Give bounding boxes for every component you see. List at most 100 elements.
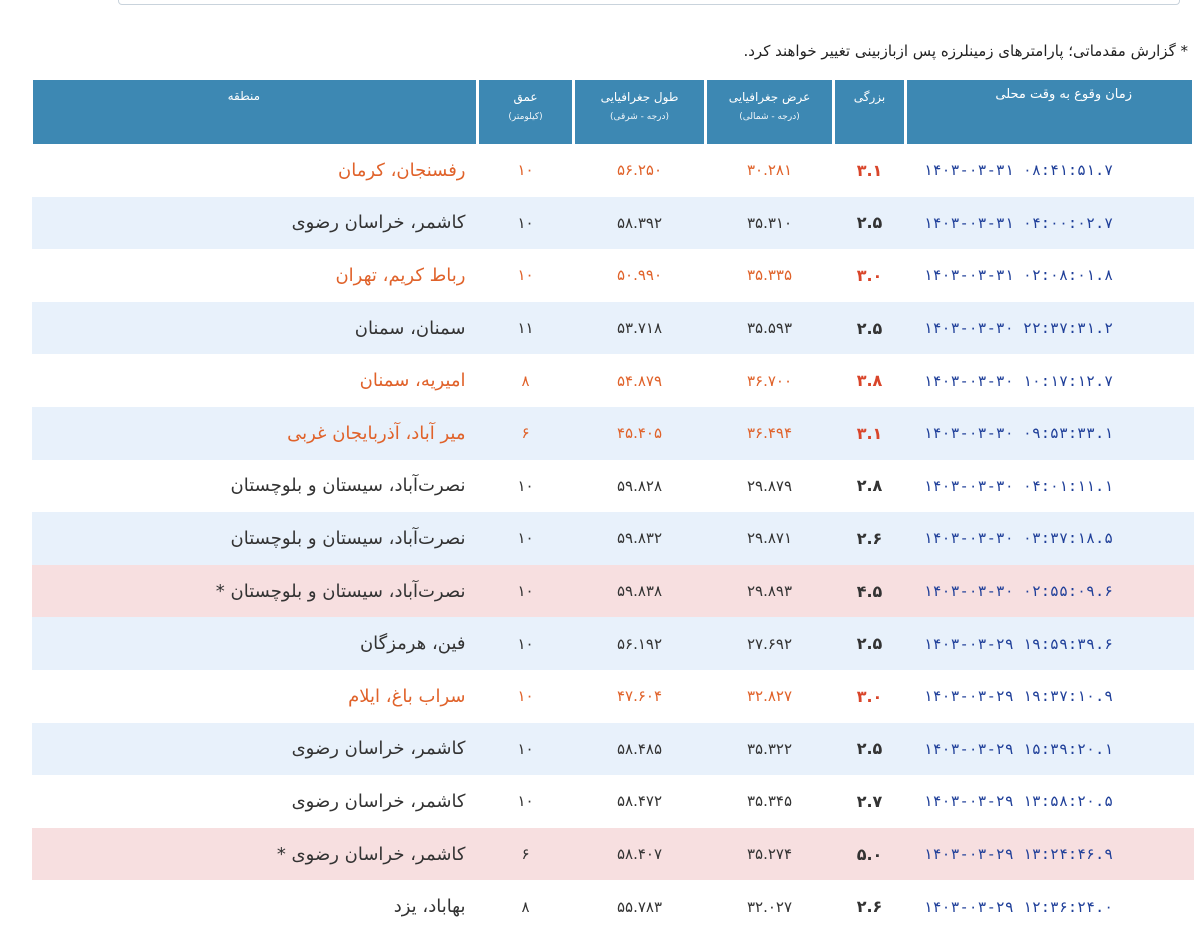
earthquake-table-container: زمان وقوع به وقت محلی بزرگی عرض جغرافیای…: [30, 80, 1195, 933]
cell-magnitude: ۲.۵: [833, 617, 906, 670]
cell-region: بهاباد، یزد: [31, 880, 478, 933]
cell-region: رباط کریم، تهران: [31, 249, 478, 302]
top-panel-edge: [118, 0, 1180, 5]
table-row[interactable]: ۱۴۰۳-۰۳-۳۰ ۰۳:۳۷:۱۸.۵ ۲.۶ ۲۹.۸۷۱ ۵۹.۸۳۲ ۱۰ نص…: [31, 512, 1194, 565]
cell-region: کاشمر، خراسان رضوی *: [31, 827, 478, 881]
cell-depth: ۱۰: [477, 722, 574, 776]
cell-depth: ۱۰: [477, 617, 574, 670]
header-magnitude[interactable]: بزرگی: [832, 80, 907, 144]
cell-depth: ۱۰: [477, 459, 574, 513]
cell-magnitude: ۲.۵: [833, 301, 906, 355]
cell-longitude: ۵۸.۴۷۲: [573, 775, 706, 828]
cell-latitude: ۳۰.۲۸۱: [705, 144, 834, 197]
table-row[interactable]: ۱۴۰۳-۰۳-۳۱ ۰۴:۰۰:۰۲.۷ ۲.۵ ۳۵.۳۱۰ ۵۸.۳۹۲ ۱۰ کا…: [31, 196, 1194, 250]
cell-longitude: ۵۹.۸۳۲: [573, 512, 706, 565]
table-row[interactable]: ۱۴۰۳-۰۳-۲۹ ۱۲:۳۶:۲۴.۰ ۲.۶ ۳۲.۰۲۷ ۵۵.۷۸۳ ۸ بها…: [31, 880, 1194, 933]
cell-latitude: ۲۹.۸۷۹: [705, 459, 834, 513]
table-body: ۱۴۰۳-۰۳-۳۱ ۰۸:۴۱:۵۱.۷ ۳.۱ ۳۰.۲۸۱ ۵۶.۲۵۰ ۱۰ رف…: [31, 144, 1194, 933]
cell-depth: ۱۰: [477, 775, 574, 828]
table-row[interactable]: ۱۴۰۳-۰۳-۲۹ ۱۳:۲۴:۴۶.۹ ۵.۰ ۳۵.۲۷۴ ۵۸.۴۰۷ ۶ کاش…: [31, 827, 1194, 881]
table-row[interactable]: ۱۴۰۳-۰۳-۲۹ ۱۵:۳۹:۲۰.۱ ۲.۵ ۳۵.۳۲۲ ۵۸.۴۸۵ ۱۰ کا…: [31, 722, 1194, 776]
cell-depth: ۱۰: [477, 196, 574, 250]
preliminary-report-note: * گزارش مقدماتی؛ پارامترهای زمینلرزه پس …: [743, 42, 1188, 60]
cell-latitude: ۳۵.۳۲۲: [705, 722, 834, 776]
table-row[interactable]: ۱۴۰۳-۰۳-۳۰ ۰۲:۵۵:۰۹.۶ ۴.۵ ۲۹.۸۹۳ ۵۹.۸۳۸ ۱۰ نص…: [31, 564, 1194, 618]
cell-depth: ۱۰: [477, 512, 574, 565]
header-longitude-label: طول جغرافیایی: [600, 90, 679, 104]
cell-time: ۱۴۰۳-۰۳-۳۱ ۰۴:۰۰:۰۲.۷: [905, 196, 1194, 250]
cell-latitude: ۳۵.۳۱۰: [705, 196, 834, 250]
cell-depth: ۱۰: [477, 144, 574, 197]
cell-region: کاشمر، خراسان رضوی: [31, 196, 478, 250]
cell-time: ۱۴۰۳-۰۳-۲۹ ۱۹:۳۷:۱۰.۹: [905, 669, 1194, 723]
table-row[interactable]: ۱۴۰۳-۰۳-۳۰ ۱۰:۱۷:۱۲.۷ ۳.۸ ۳۶.۷۰۰ ۵۴.۸۷۹ ۸ امی…: [31, 354, 1194, 407]
cell-time: ۱۴۰۳-۰۳-۳۰ ۰۴:۰۱:۱۱.۱: [905, 459, 1194, 513]
cell-longitude: ۴۷.۶۰۴: [573, 669, 706, 723]
cell-time: ۱۴۰۳-۰۳-۳۰ ۰۹:۵۳:۳۳.۱: [905, 406, 1194, 460]
cell-latitude: ۲۹.۸۹۳: [705, 564, 834, 618]
cell-longitude: ۵۵.۷۸۳: [573, 880, 706, 933]
table-row[interactable]: ۱۴۰۳-۰۳-۲۹ ۱۳:۵۸:۲۰.۵ ۲.۷ ۳۵.۳۴۵ ۵۸.۴۷۲ ۱۰ کا…: [31, 775, 1194, 828]
header-time-label: زمان وقوع به وقت محلی: [995, 87, 1132, 102]
cell-depth: ۱۱: [477, 301, 574, 355]
cell-magnitude: ۲.۸: [833, 459, 906, 513]
header-depth[interactable]: عمق (کیلومتر): [476, 80, 575, 144]
cell-time: ۱۴۰۳-۰۳-۲۹ ۱۹:۵۹:۳۹.۶: [905, 617, 1194, 670]
table-row[interactable]: ۱۴۰۳-۰۳-۳۱ ۰۲:۰۸:۰۱.۸ ۳.۰ ۳۵.۳۳۵ ۵۰.۹۹۰ ۱۰ رب…: [31, 249, 1194, 302]
cell-region: فین، هرمزگان: [31, 617, 478, 670]
table-row[interactable]: ۱۴۰۳-۰۳-۲۹ ۱۹:۵۹:۳۹.۶ ۲.۵ ۲۷.۶۹۲ ۵۶.۱۹۲ ۱۰ فی…: [31, 617, 1194, 670]
cell-magnitude: ۲.۵: [833, 722, 906, 776]
cell-magnitude: ۲.۶: [833, 880, 906, 933]
cell-magnitude: ۲.۷: [833, 775, 906, 828]
cell-region: کاشمر، خراسان رضوی: [31, 722, 478, 776]
cell-longitude: ۵۹.۸۳۸: [573, 564, 706, 618]
cell-magnitude: ۳.۱: [833, 144, 906, 197]
cell-latitude: ۳۵.۲۷۴: [705, 827, 834, 881]
cell-latitude: ۳۲.۰۲۷: [705, 880, 834, 933]
cell-time: ۱۴۰۳-۰۳-۳۰ ۰۲:۵۵:۰۹.۶: [905, 564, 1194, 618]
cell-longitude: ۵۶.۱۹۲: [573, 617, 706, 670]
cell-latitude: ۳۵.۳۴۵: [705, 775, 834, 828]
cell-latitude: ۲۷.۶۹۲: [705, 617, 834, 670]
header-depth-label: عمق: [513, 90, 538, 104]
cell-latitude: ۲۹.۸۷۱: [705, 512, 834, 565]
table-row[interactable]: ۱۴۰۳-۰۳-۳۰ ۰۴:۰۱:۱۱.۱ ۲.۸ ۲۹.۸۷۹ ۵۹.۸۲۸ ۱۰ نص…: [31, 459, 1194, 513]
cell-region: کاشمر، خراسان رضوی: [31, 775, 478, 828]
cell-magnitude: ۵.۰: [833, 827, 906, 881]
table-row[interactable]: ۱۴۰۳-۰۳-۳۰ ۰۹:۵۳:۳۳.۱ ۳.۱ ۳۶.۴۹۴ ۴۵.۴۰۵ ۶ میر…: [31, 406, 1194, 460]
cell-depth: ۱۰: [477, 564, 574, 618]
cell-region: نصرت‌آباد، سیستان و بلوچستان: [31, 459, 478, 513]
cell-longitude: ۵۳.۷۱۸: [573, 301, 706, 355]
cell-magnitude: ۲.۵: [833, 196, 906, 250]
cell-time: ۱۴۰۳-۰۳-۲۹ ۱۳:۵۸:۲۰.۵: [905, 775, 1194, 828]
header-latitude[interactable]: عرض جغرافیایی (درجه - شمالی): [704, 80, 835, 144]
cell-magnitude: ۳.۱: [833, 406, 906, 460]
cell-longitude: ۵۴.۸۷۹: [573, 354, 706, 407]
table-row[interactable]: ۱۴۰۳-۰۳-۳۱ ۰۸:۴۱:۵۱.۷ ۳.۱ ۳۰.۲۸۱ ۵۶.۲۵۰ ۱۰ رف…: [31, 144, 1194, 197]
cell-region: سمنان، سمنان: [31, 301, 478, 355]
header-longitude[interactable]: طول جغرافیایی (درجه - شرقی): [572, 80, 707, 144]
header-time[interactable]: زمان وقوع به وقت محلی: [904, 80, 1195, 144]
cell-time: ۱۴۰۳-۰۳-۲۹ ۱۵:۳۹:۲۰.۱: [905, 722, 1194, 776]
table-row[interactable]: ۱۴۰۳-۰۳-۲۹ ۱۹:۳۷:۱۰.۹ ۳.۰ ۳۲.۸۲۷ ۴۷.۶۰۴ ۱۰ سر…: [31, 669, 1194, 723]
cell-region: نصرت‌آباد، سیستان و بلوچستان *: [31, 564, 478, 618]
earthquake-table: زمان وقوع به وقت محلی بزرگی عرض جغرافیای…: [30, 80, 1195, 933]
cell-time: ۱۴۰۳-۰۳-۳۰ ۱۰:۱۷:۱۲.۷: [905, 354, 1194, 407]
cell-magnitude: ۳.۸: [833, 354, 906, 407]
cell-region: رفسنجان، کرمان: [31, 144, 478, 197]
table-row[interactable]: ۱۴۰۳-۰۳-۳۰ ۲۲:۳۷:۳۱.۲ ۲.۵ ۳۵.۵۹۳ ۵۳.۷۱۸ ۱۱ سم…: [31, 301, 1194, 355]
cell-latitude: ۳۶.۴۹۴: [705, 406, 834, 460]
cell-latitude: ۳۲.۸۲۷: [705, 669, 834, 723]
cell-time: ۱۴۰۳-۰۳-۳۱ ۰۸:۴۱:۵۱.۷: [905, 144, 1194, 197]
header-depth-unit: (کیلومتر): [508, 112, 543, 122]
header-longitude-unit: (درجه - شرقی): [609, 112, 670, 122]
cell-time: ۱۴۰۳-۰۳-۳۰ ۲۲:۳۷:۳۱.۲: [905, 301, 1194, 355]
cell-latitude: ۳۶.۷۰۰: [705, 354, 834, 407]
cell-time: ۱۴۰۳-۰۳-۲۹ ۱۳:۲۴:۴۶.۹: [905, 827, 1194, 881]
header-region[interactable]: منطقه: [30, 80, 479, 144]
cell-latitude: ۳۵.۳۳۵: [705, 249, 834, 302]
cell-magnitude: ۴.۵: [833, 564, 906, 618]
cell-region: میر آباد، آذربایجان غربی: [31, 406, 478, 460]
cell-longitude: ۵۸.۴۰۷: [573, 827, 706, 881]
